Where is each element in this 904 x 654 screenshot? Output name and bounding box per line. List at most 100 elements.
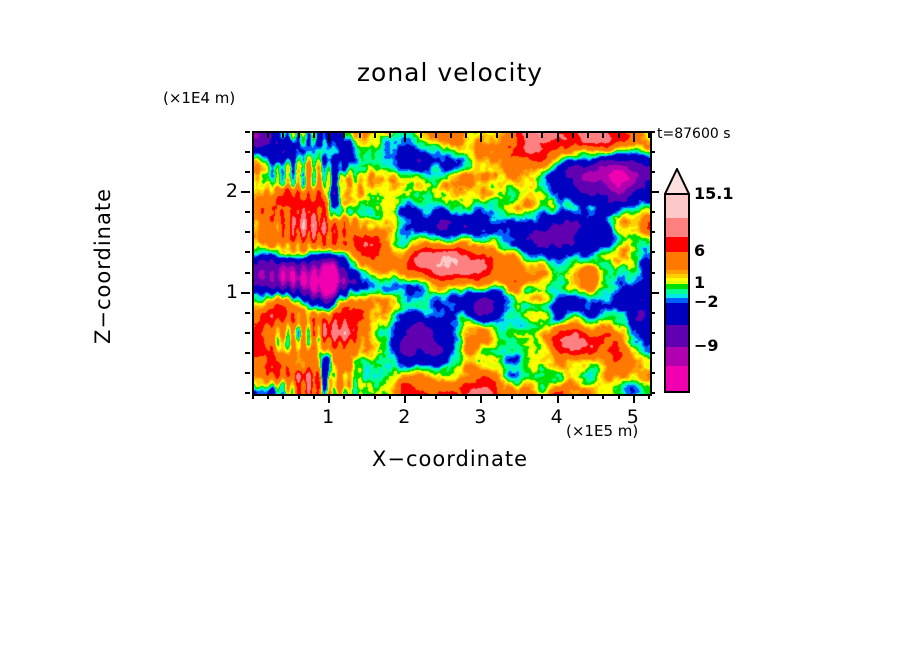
xaxis-tick-label: 5 (626, 406, 639, 428)
colorbar-band (666, 365, 688, 391)
xaxis-minor-tick-top (359, 133, 361, 138)
xaxis-minor-tick (511, 394, 513, 399)
xaxis-tick-label: 4 (550, 406, 563, 428)
colorbar-band (666, 324, 688, 347)
yaxis-minor-tick (245, 231, 250, 233)
yaxis-major-tick-right (650, 292, 659, 294)
xaxis-major-tick (480, 394, 482, 403)
yaxis-minor-tick (245, 251, 250, 253)
xaxis-minor-tick (450, 394, 452, 399)
colorbar-band (666, 236, 688, 253)
yaxis-minor-tick (245, 211, 250, 213)
yaxis-minor-tick (245, 171, 250, 173)
yaxis-minor-tick-right (650, 131, 655, 133)
xaxis-major-tick-top (404, 133, 406, 142)
xaxis-minor-tick (541, 394, 543, 399)
xaxis-major-tick-top (328, 133, 330, 142)
colorbar-tick-label: 1 (694, 272, 706, 292)
xaxis-minor-tick (313, 394, 315, 399)
velocity-field-heatmap (254, 133, 650, 394)
xaxis-minor-tick-top (343, 133, 345, 138)
xaxis-minor-tick-top (435, 133, 437, 138)
colorbar-band (666, 195, 688, 218)
colorbar-band (666, 283, 688, 289)
xaxis-major-tick (633, 394, 635, 403)
xaxis-minor-tick-top (252, 133, 254, 138)
xaxis-minor-tick (526, 394, 528, 399)
xaxis-major-tick-top (480, 133, 482, 142)
xaxis-minor-tick-top (465, 133, 467, 138)
xaxis-minor-tick (572, 394, 574, 399)
yaxis-minor-tick-right (650, 171, 655, 173)
yaxis-tick-label: 2 (225, 180, 238, 203)
xaxis-minor-tick (374, 394, 376, 399)
yaxis-minor-tick-right (650, 352, 655, 354)
colorbar (664, 193, 690, 393)
yaxis-minor-tick (245, 151, 250, 153)
xaxis-tick-label: 2 (398, 406, 411, 428)
xaxis-major-tick-top (557, 133, 559, 142)
xaxis-minor-tick (420, 394, 422, 399)
yaxis-minor-tick (245, 332, 250, 334)
yaxis-minor-tick-right (650, 372, 655, 374)
xaxis-minor-tick-top (541, 133, 543, 138)
yaxis-major-tick (241, 292, 250, 294)
xaxis-minor-tick-top (496, 133, 498, 138)
xaxis-minor-tick (602, 394, 604, 399)
colorbar-band (666, 293, 688, 299)
xaxis-major-tick (404, 394, 406, 403)
yaxis-minor-tick (245, 392, 250, 394)
colorbar-tick-label: 15.1 (694, 184, 734, 203)
colorbar-band (666, 281, 688, 284)
yaxis-minor-tick-right (650, 151, 655, 153)
xaxis-minor-tick (298, 394, 300, 399)
colorbar-band (666, 269, 688, 274)
yaxis-minor-tick-right (650, 392, 655, 394)
xaxis-minor-tick (496, 394, 498, 399)
yaxis-minor-tick-right (650, 332, 655, 334)
xaxis-minor-tick-top (526, 133, 528, 138)
xaxis-title: X−coordinate (372, 447, 528, 471)
xaxis-minor-tick (359, 394, 361, 399)
xaxis-tick-label: 1 (322, 406, 335, 428)
yaxis-minor-tick-right (650, 231, 655, 233)
yaxis-minor-tick-right (650, 251, 655, 253)
yaxis-minor-tick (245, 272, 250, 274)
xaxis-minor-tick-top (511, 133, 513, 138)
xaxis-minor-tick-top (298, 133, 300, 138)
xaxis-minor-tick-top (267, 133, 269, 138)
xaxis-minor-tick-top (389, 133, 391, 138)
xaxis-minor-tick-top (374, 133, 376, 138)
xaxis-minor-tick (618, 394, 620, 399)
colorbar-band (666, 302, 688, 325)
yaxis-minor-tick (245, 352, 250, 354)
yaxis-minor-tick (245, 372, 250, 374)
yaxis-minor-tick-right (650, 312, 655, 314)
xaxis-minor-tick (587, 394, 589, 399)
colorbar-band (666, 217, 688, 237)
xaxis-minor-tick (435, 394, 437, 399)
xaxis-minor-tick (267, 394, 269, 399)
xaxis-minor-tick (252, 394, 254, 399)
colorbar-tick-label: −2 (694, 291, 719, 311)
yaxis-title: Z−coordinate (91, 188, 115, 344)
xaxis-minor-tick-top (618, 133, 620, 138)
yaxis-major-tick-right (650, 191, 659, 193)
xaxis-minor-tick-top (648, 133, 650, 138)
xaxis-minor-tick-top (587, 133, 589, 138)
timestamp-label: t=87600 s (657, 126, 731, 142)
colorbar-band (666, 298, 688, 303)
colorbar-band (666, 277, 688, 282)
yaxis-minor-tick (245, 312, 250, 314)
xaxis-minor-tick (282, 394, 284, 399)
xaxis-minor-tick-top (313, 133, 315, 138)
xaxis-minor-tick-top (420, 133, 422, 138)
xaxis-minor-tick-top (602, 133, 604, 138)
yaxis-tick-label: 1 (225, 280, 238, 303)
xaxis-tick-label: 3 (474, 406, 487, 428)
page-title: zonal velocity (356, 58, 544, 87)
colorbar-band (666, 288, 688, 294)
xaxis-minor-tick (648, 394, 650, 399)
contour-plot-area (252, 131, 652, 396)
